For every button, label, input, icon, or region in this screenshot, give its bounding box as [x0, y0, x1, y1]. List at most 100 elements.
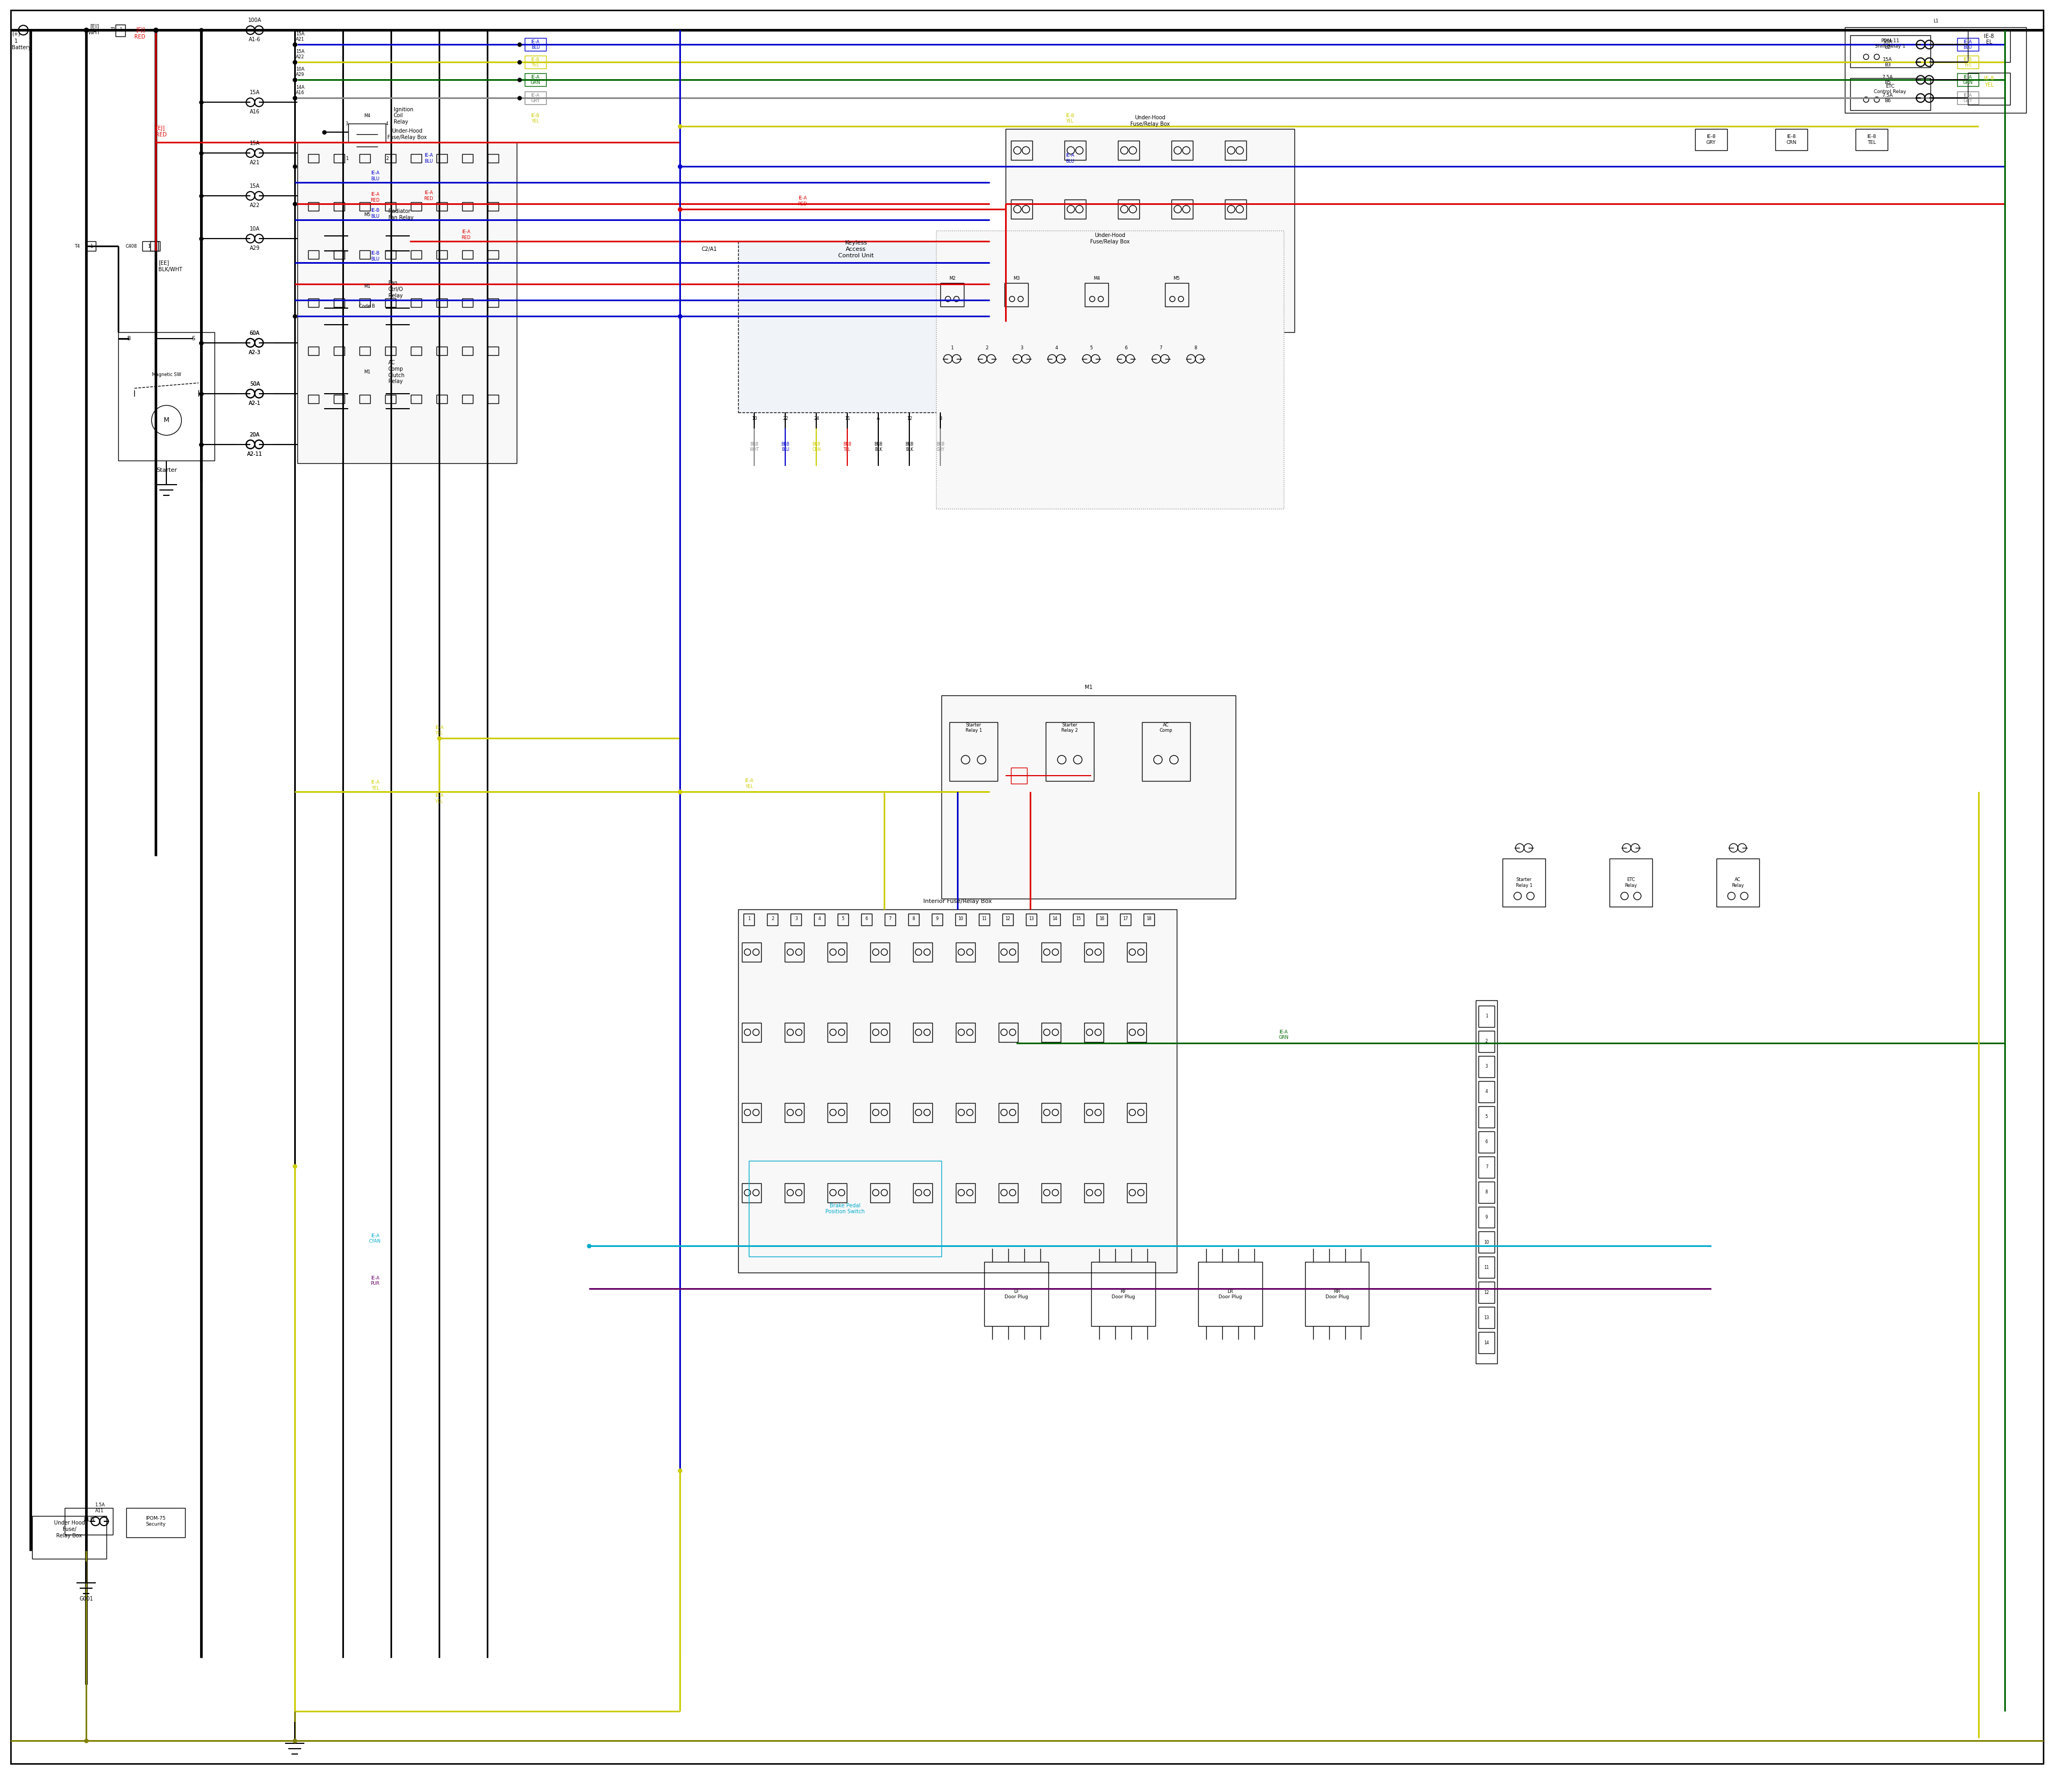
Text: L1: L1	[1933, 18, 1939, 23]
Text: Under-Hood
Fuse/Relay Box: Under-Hood Fuse/Relay Box	[388, 129, 427, 140]
Bar	[524, 56, 546, 68]
Bar	[1957, 56, 1978, 68]
Bar	[998, 1183, 1019, 1202]
Bar	[524, 91, 546, 104]
Text: IE-A
RED: IE-A RED	[460, 229, 470, 240]
Bar	[411, 251, 421, 258]
Text: IE-A
GRY: IE-A GRY	[530, 93, 540, 104]
Text: 2: 2	[986, 346, 988, 351]
Text: A2-3: A2-3	[249, 349, 261, 355]
Bar	[359, 202, 370, 211]
Text: IE-A
GRN: IE-A GRN	[530, 75, 540, 84]
Bar	[1144, 914, 1154, 925]
Text: IE-A
RED: IE-A RED	[370, 192, 380, 202]
Bar	[785, 1183, 803, 1202]
Bar	[1717, 858, 1758, 907]
Bar	[941, 283, 963, 306]
Text: 15A: 15A	[251, 90, 259, 95]
Text: Battery: Battery	[12, 45, 31, 50]
Bar	[871, 1023, 889, 1041]
Text: IE-A
GRN: IE-A GRN	[1278, 1030, 1288, 1039]
Bar	[737, 909, 1177, 1272]
Text: ETC
Control Relay: ETC Control Relay	[1873, 84, 1906, 95]
Text: 6: 6	[1124, 346, 1128, 351]
Text: 5: 5	[1091, 346, 1093, 351]
Bar	[142, 242, 158, 251]
Text: 8: 8	[912, 916, 914, 921]
Text: 1: 1	[14, 39, 16, 45]
Bar	[435, 251, 448, 258]
Text: 7: 7	[889, 916, 891, 921]
Bar	[308, 154, 318, 163]
Text: 8: 8	[1193, 346, 1197, 351]
Bar	[1085, 943, 1103, 962]
Bar	[298, 142, 518, 462]
Text: 15A
A22: 15A A22	[296, 48, 304, 59]
Bar	[998, 1023, 1019, 1041]
Bar	[1011, 142, 1033, 159]
Bar	[941, 695, 1234, 898]
Text: 7: 7	[1158, 346, 1163, 351]
Text: A2-1: A2-1	[249, 401, 261, 405]
Text: Ignition
Coil
Relay: Ignition Coil Relay	[394, 108, 413, 124]
Text: Interior Fuse/Relay Box: Interior Fuse/Relay Box	[922, 898, 992, 903]
Bar	[1844, 27, 2027, 113]
Bar	[1128, 1023, 1146, 1041]
Text: RF
Door Plug: RF Door Plug	[1111, 1288, 1136, 1299]
Text: BRB
BLK: BRB BLK	[875, 443, 883, 452]
Bar	[741, 1023, 762, 1041]
Bar	[435, 346, 448, 355]
Bar	[813, 914, 826, 925]
Bar	[435, 394, 448, 403]
Bar	[359, 346, 370, 355]
Text: C2/A1: C2/A1	[702, 247, 717, 253]
Text: 60A: 60A	[251, 330, 259, 335]
Text: Starter: Starter	[156, 468, 177, 473]
Bar	[462, 346, 472, 355]
Text: IE-A
YEL: IE-A YEL	[746, 778, 754, 788]
Text: RR
Door Plug: RR Door Plug	[1325, 1288, 1349, 1299]
Text: 15A: 15A	[251, 142, 259, 147]
Text: 1: 1	[90, 244, 92, 249]
Bar	[1064, 258, 1087, 278]
Bar	[914, 1102, 933, 1122]
Text: BRB
CRN: BRB CRN	[811, 443, 822, 452]
Bar	[308, 394, 318, 403]
Bar	[914, 1023, 933, 1041]
Bar	[949, 722, 998, 781]
Bar	[741, 943, 762, 962]
Text: 24: 24	[813, 416, 820, 421]
Bar	[1224, 199, 1247, 219]
Bar	[1171, 258, 1193, 278]
Text: BRB
TEL: BRB TEL	[844, 443, 852, 452]
Text: LF
Door Plug: LF Door Plug	[1004, 1288, 1029, 1299]
Bar	[1851, 79, 1931, 111]
Bar	[1119, 914, 1130, 925]
Text: 18: 18	[1146, 916, 1152, 921]
Bar	[335, 299, 345, 306]
Text: [EJ]: [EJ]	[136, 27, 146, 32]
Bar	[66, 1509, 113, 1534]
Text: T1: T1	[111, 27, 115, 32]
Text: 14A
A16: 14A A16	[296, 84, 304, 95]
Bar	[1165, 283, 1189, 306]
Bar	[1224, 258, 1247, 278]
Bar	[308, 202, 318, 211]
Text: 15A
B3: 15A B3	[1884, 57, 1892, 68]
Text: M4: M4	[1093, 276, 1099, 281]
Bar	[359, 394, 370, 403]
Text: 17: 17	[1124, 916, 1128, 921]
Bar	[349, 222, 386, 258]
Bar	[785, 1023, 803, 1041]
Bar	[1968, 73, 2011, 106]
Bar	[462, 154, 472, 163]
Text: Starter
Relay 2: Starter Relay 2	[1062, 722, 1078, 733]
Bar	[1479, 1231, 1495, 1253]
Bar	[1072, 914, 1085, 925]
Bar	[349, 380, 386, 416]
Text: IE-B
YEL: IE-B YEL	[1066, 113, 1074, 124]
Text: 13: 13	[1029, 916, 1033, 921]
Text: Under-Hood
Fuse/Relay Box: Under-Hood Fuse/Relay Box	[1091, 233, 1130, 244]
Text: S: S	[191, 335, 195, 340]
Bar	[1304, 1262, 1370, 1326]
